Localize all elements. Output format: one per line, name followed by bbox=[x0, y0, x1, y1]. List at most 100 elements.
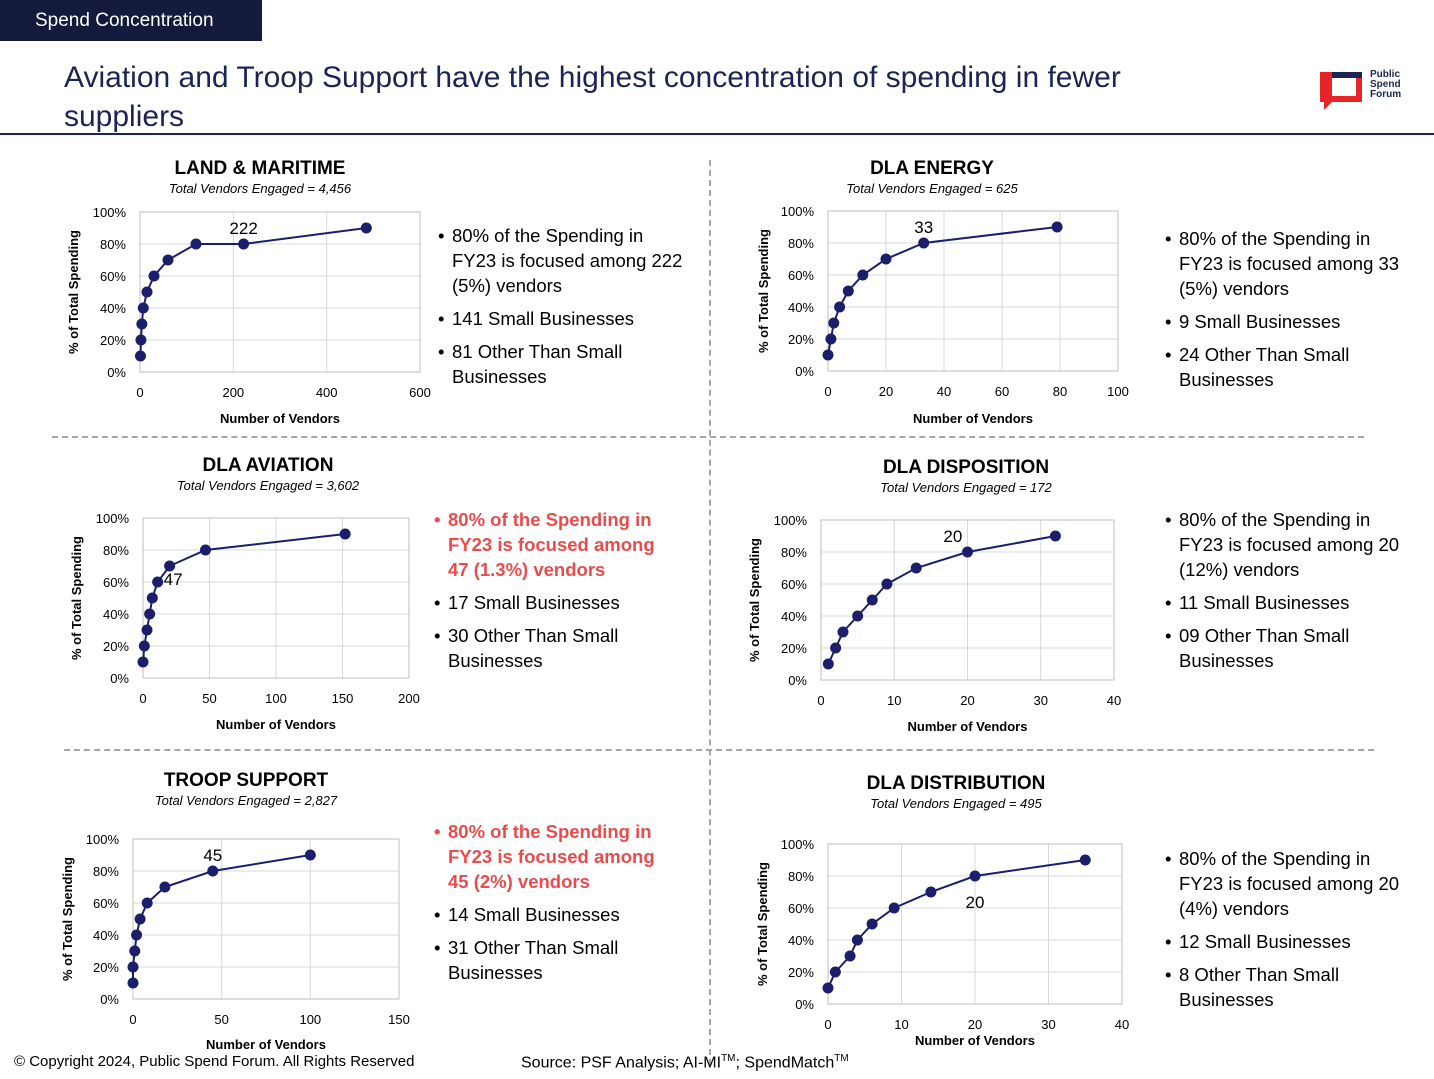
data-point bbox=[137, 656, 149, 668]
x-tick-label: 40 bbox=[937, 384, 951, 399]
data-point bbox=[134, 350, 146, 362]
y-tick-label: 0% bbox=[107, 365, 126, 380]
y-axis-label: % of Total Spending bbox=[756, 229, 771, 353]
data-point bbox=[828, 317, 840, 329]
bullet-item: 8 Other Than Small Businesses bbox=[1165, 962, 1410, 1012]
plot-frame bbox=[827, 843, 1123, 1005]
x-tick-label: 0 bbox=[824, 384, 831, 399]
logo-text: Public Spend Forum bbox=[1370, 69, 1402, 100]
series-line bbox=[827, 226, 1058, 356]
y-tick-label: 80% bbox=[788, 869, 814, 884]
y-tick-label: 20% bbox=[103, 639, 129, 654]
data-point bbox=[127, 961, 139, 973]
y-tick-label: 0% bbox=[795, 364, 814, 379]
data-point bbox=[146, 592, 158, 604]
x-axis-label: Number of Vendors bbox=[915, 1033, 1035, 1048]
data-point bbox=[822, 982, 834, 994]
bullet-item: 9 Small Businesses bbox=[1165, 309, 1410, 334]
y-tick-label: 0% bbox=[100, 992, 119, 1007]
panel-header-troop-support: TROOP SUPPORT Total Vendors Engaged = 2,… bbox=[154, 770, 338, 808]
y-tick-label: 60% bbox=[781, 577, 807, 592]
bullet-item: 81 Other Than Small Businesses bbox=[438, 339, 683, 389]
y-tick-label: 60% bbox=[788, 901, 814, 916]
plot-frame bbox=[142, 517, 410, 679]
y-tick-label: 0% bbox=[795, 997, 814, 1012]
data-point bbox=[830, 642, 842, 654]
bullet-item: 24 Other Than Small Businesses bbox=[1165, 342, 1410, 392]
y-axis-label: % of Total Spending bbox=[60, 857, 75, 981]
y-tick-label: 40% bbox=[788, 933, 814, 948]
bullet-item: 80% of the Spending in FY23 is focused a… bbox=[1165, 507, 1410, 582]
y-axis-label: % of Total Spending bbox=[747, 538, 762, 662]
annotation-label: 20 bbox=[943, 527, 962, 546]
data-point bbox=[910, 562, 922, 574]
plot-frame bbox=[820, 519, 1115, 681]
x-tick-label: 400 bbox=[316, 385, 338, 400]
logo-mark-icon bbox=[1320, 72, 1362, 110]
panel-header-dla-disposition: DLA DISPOSITION Total Vendors Engaged = … bbox=[880, 457, 1052, 495]
section-tag: Spend Concentration bbox=[0, 0, 262, 41]
data-point bbox=[1051, 221, 1063, 233]
data-point bbox=[141, 286, 153, 298]
x-tick-label: 40 bbox=[1107, 693, 1121, 708]
x-axis-label: Number of Vendors bbox=[913, 411, 1033, 426]
x-tick-label: 0 bbox=[129, 1012, 136, 1027]
y-tick-label: 100% bbox=[96, 511, 130, 526]
data-point bbox=[842, 285, 854, 297]
y-tick-label: 40% bbox=[781, 609, 807, 624]
plot-frame bbox=[827, 210, 1119, 372]
data-point bbox=[162, 254, 174, 266]
data-point bbox=[1079, 854, 1091, 866]
x-tick-label: 60 bbox=[995, 384, 1009, 399]
data-point bbox=[129, 945, 141, 957]
data-point bbox=[866, 918, 878, 930]
data-point bbox=[852, 610, 864, 622]
chart-troop-support: 0% 20% 40% 60% 80% 100% 0 50 100 150 Number of Ven… bbox=[60, 832, 410, 1052]
x-tick-label: 100 bbox=[299, 1012, 321, 1027]
x-tick-label: 40 bbox=[1115, 1017, 1129, 1032]
data-point bbox=[822, 658, 834, 670]
x-tick-label: 50 bbox=[202, 691, 216, 706]
y-tick-label: 80% bbox=[781, 545, 807, 560]
y-tick-label: 20% bbox=[100, 333, 126, 348]
y-tick-label: 80% bbox=[100, 237, 126, 252]
data-point bbox=[138, 640, 150, 652]
panel-header-dla-energy: DLA ENERGY Total Vendors Engaged = 625 bbox=[846, 158, 1018, 196]
y-tick-label: 20% bbox=[781, 641, 807, 656]
x-tick-label: 200 bbox=[398, 691, 420, 706]
brand-logo: Public Spend Forum bbox=[1318, 70, 1428, 112]
data-point bbox=[137, 302, 149, 314]
data-point bbox=[141, 897, 153, 909]
x-tick-label: 50 bbox=[214, 1012, 228, 1027]
x-axis-label: Number of Vendors bbox=[908, 719, 1028, 734]
x-tick-label: 0 bbox=[817, 693, 824, 708]
bullet-item: 80% of the Spending in FY23 is focused a… bbox=[1165, 226, 1410, 301]
x-axis-label: Number of Vendors bbox=[220, 411, 340, 426]
bullet-item: 14 Small Businesses bbox=[434, 902, 679, 927]
data-point bbox=[238, 238, 250, 250]
x-tick-label: 20 bbox=[960, 693, 974, 708]
y-tick-label: 80% bbox=[103, 543, 129, 558]
data-point bbox=[888, 902, 900, 914]
x-tick-label: 10 bbox=[894, 1017, 908, 1032]
data-point bbox=[144, 608, 156, 620]
x-tick-label: 0 bbox=[139, 691, 146, 706]
data-point bbox=[135, 334, 147, 346]
x-tick-label: 20 bbox=[968, 1017, 982, 1032]
data-point bbox=[148, 270, 160, 282]
x-tick-label: 600 bbox=[409, 385, 431, 400]
y-tick-label: 40% bbox=[103, 607, 129, 622]
page-title: Aviation and Troop Support have the high… bbox=[64, 61, 1121, 133]
bullet-item: 09 Other Than Small Businesses bbox=[1165, 623, 1410, 673]
horizontal-divider-1 bbox=[52, 436, 1364, 438]
data-point bbox=[200, 544, 212, 556]
x-tick-label: 10 bbox=[887, 693, 901, 708]
series-line bbox=[827, 535, 1056, 665]
x-tick-label: 150 bbox=[332, 691, 354, 706]
bullet-item: 80% of the Spending in FY23 is focused a… bbox=[434, 819, 679, 894]
annotation-label: 47 bbox=[164, 570, 183, 589]
y-axis-label: % of Total Spending bbox=[755, 862, 770, 986]
y-tick-label: 20% bbox=[93, 960, 119, 975]
series-line bbox=[142, 533, 346, 663]
y-axis-label: % of Total Spending bbox=[69, 536, 84, 660]
